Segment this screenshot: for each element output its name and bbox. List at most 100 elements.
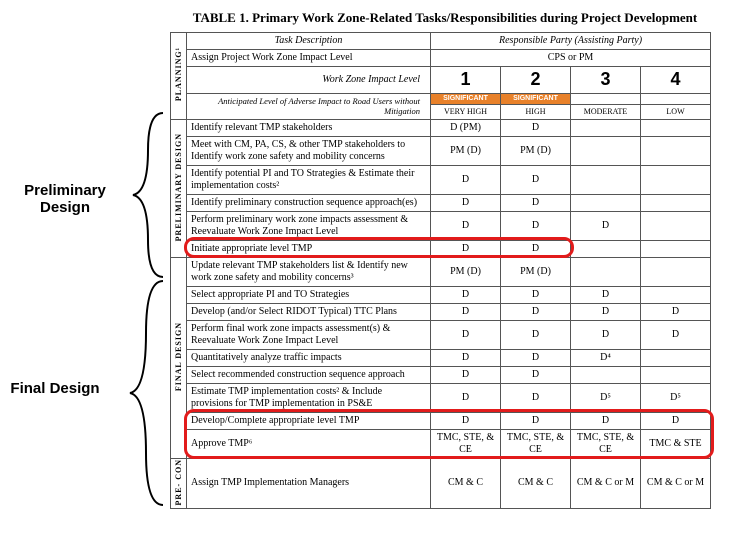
r3-1: D xyxy=(431,165,501,194)
sev4: LOW xyxy=(641,104,711,119)
sig4 xyxy=(641,93,711,104)
f3-2: D xyxy=(501,303,571,320)
f4-2: D xyxy=(501,320,571,349)
f8-4: D xyxy=(641,412,711,429)
sev1: VERY HIGH xyxy=(431,104,501,119)
r6-4 xyxy=(641,240,711,257)
phase-final-cell: FINAL DESIGN xyxy=(171,257,187,458)
f9-3: TMC, STE, & CE xyxy=(571,429,641,458)
pc1-d: Assign TMP Implementation Managers xyxy=(187,458,431,508)
f7-d: Estimate TMP implementation costs² & Inc… xyxy=(187,383,431,412)
f2-4 xyxy=(641,286,711,303)
f8-1: D xyxy=(431,412,501,429)
f3-3: D xyxy=(571,303,641,320)
f5-4 xyxy=(641,349,711,366)
r4-1: D xyxy=(431,194,501,211)
f4-4: D xyxy=(641,320,711,349)
pc1-4: CM & C or M xyxy=(641,458,711,508)
r2-d: Meet with CM, PA, CS, & other TMP stakeh… xyxy=(187,136,431,165)
lv4: 4 xyxy=(641,67,711,94)
r6-3 xyxy=(571,240,641,257)
f2-d: Select appropriate PI and TO Strategies xyxy=(187,286,431,303)
r6-2: D xyxy=(501,240,571,257)
f8-d: Develop/Complete appropriate level TMP xyxy=(187,412,431,429)
r5-2: D xyxy=(501,211,571,240)
f7-3: D⁵ xyxy=(571,383,641,412)
sig1: SIGNIFICANT xyxy=(431,93,501,104)
phase-planning-cell: PLANNING¹ xyxy=(171,33,187,120)
f7-4: D⁵ xyxy=(641,383,711,412)
p0-val: CPS or PM xyxy=(431,50,711,67)
r4-3 xyxy=(571,194,641,211)
f9-2: TMC, STE, & CE xyxy=(501,429,571,458)
f4-1: D xyxy=(431,320,501,349)
r1-d: Identify relevant TMP stakeholders xyxy=(187,119,431,136)
f6-4 xyxy=(641,366,711,383)
phase-prelim-cell: PRELIMINARY DESIGN xyxy=(171,119,187,257)
f1-4 xyxy=(641,257,711,286)
sev3: MODERATE xyxy=(571,104,641,119)
anno-prelim: Preliminary Design xyxy=(10,182,120,217)
r6-d: Initiate appropriate level TMP xyxy=(187,240,431,257)
f9-d: Approve TMP⁶ xyxy=(187,429,431,458)
r3-d: Identify potential PI and TO Strategies … xyxy=(187,165,431,194)
f8-3: D xyxy=(571,412,641,429)
phase-precon-cell: PRE- CON xyxy=(171,458,187,508)
pc1-2: CM & C xyxy=(501,458,571,508)
pc1-3: CM & C or M xyxy=(571,458,641,508)
brace-prelim xyxy=(118,110,168,280)
data-table: PLANNING¹ Task Description Responsible P… xyxy=(170,32,711,509)
f1-d: Update relevant TMP stakeholders list & … xyxy=(187,257,431,286)
h-wzimpact: Work Zone Impact Level xyxy=(187,67,431,94)
pc1-1: CM & C xyxy=(431,458,501,508)
r2-4 xyxy=(641,136,711,165)
f7-2: D xyxy=(501,383,571,412)
r1-2: D xyxy=(501,119,571,136)
sev2: HIGH xyxy=(501,104,571,119)
r5-d: Perform preliminary work zone impacts as… xyxy=(187,211,431,240)
r3-3 xyxy=(571,165,641,194)
f5-3: D⁴ xyxy=(571,349,641,366)
f6-1: D xyxy=(431,366,501,383)
f6-2: D xyxy=(501,366,571,383)
f1-2: PM (D) xyxy=(501,257,571,286)
r3-2: D xyxy=(501,165,571,194)
f1-1: PM (D) xyxy=(431,257,501,286)
lv2: 2 xyxy=(501,67,571,94)
r1-1: D (PM) xyxy=(431,119,501,136)
brace-final xyxy=(118,278,168,508)
f9-1: TMC, STE, & CE xyxy=(431,429,501,458)
r5-3: D xyxy=(571,211,641,240)
f2-3: D xyxy=(571,286,641,303)
f4-3: D xyxy=(571,320,641,349)
r2-2: PM (D) xyxy=(501,136,571,165)
r4-2: D xyxy=(501,194,571,211)
f5-1: D xyxy=(431,349,501,366)
r5-4 xyxy=(641,211,711,240)
f3-1: D xyxy=(431,303,501,320)
f4-d: Perform final work zone impacts assessme… xyxy=(187,320,431,349)
f5-d: Quantitatively analyze traffic impacts xyxy=(187,349,431,366)
sig3 xyxy=(571,93,641,104)
r2-1: PM (D) xyxy=(431,136,501,165)
r3-4 xyxy=(641,165,711,194)
lv3: 3 xyxy=(571,67,641,94)
f6-3 xyxy=(571,366,641,383)
f6-d: Select recommended construction sequence… xyxy=(187,366,431,383)
r4-4 xyxy=(641,194,711,211)
sig2: SIGNIFICANT xyxy=(501,93,571,104)
r1-4 xyxy=(641,119,711,136)
r5-1: D xyxy=(431,211,501,240)
f5-2: D xyxy=(501,349,571,366)
r1-3 xyxy=(571,119,641,136)
f1-3 xyxy=(571,257,641,286)
f2-2: D xyxy=(501,286,571,303)
f3-4: D xyxy=(641,303,711,320)
f3-d: Develop (and/or Select RIDOT Typical) TT… xyxy=(187,303,431,320)
r4-d: Identify preliminary construction sequen… xyxy=(187,194,431,211)
f2-1: D xyxy=(431,286,501,303)
h-taskdesc: Task Description xyxy=(187,33,431,50)
f9-4: TMC & STE xyxy=(641,429,711,458)
r2-3 xyxy=(571,136,641,165)
h-respparty: Responsible Party (Assisting Party) xyxy=(431,33,711,50)
